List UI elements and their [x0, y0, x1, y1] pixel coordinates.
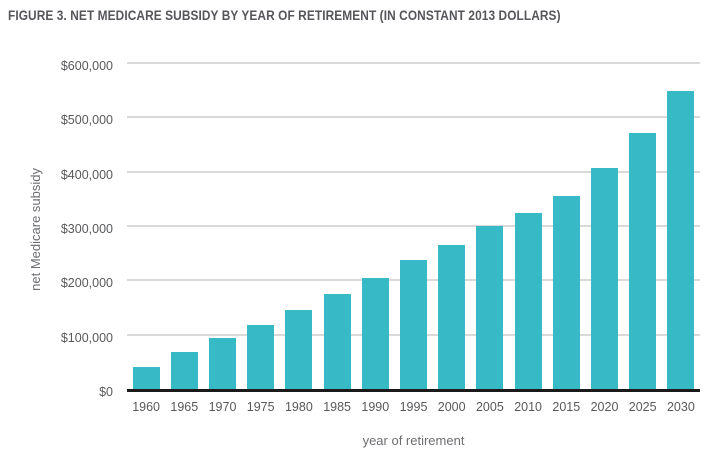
y-tick-label: $200,000	[60, 276, 113, 291]
bar-1960	[132, 367, 160, 389]
bar-2020	[591, 168, 618, 389]
bar-2000	[438, 245, 466, 389]
x-tick-label: 1995	[399, 400, 428, 414]
bar-2010	[514, 212, 542, 389]
x-tick-label: 2030	[666, 400, 695, 414]
x-tick-label: 1960	[132, 400, 160, 414]
x-axis-ticks: 1960 1965 1970 1975 1980 1985 1990 1995 2000 2005…	[127, 400, 700, 418]
x-axis-title: year of retirement	[362, 433, 465, 448]
y-tick-label: $0	[99, 385, 113, 399]
bar-2030	[667, 90, 695, 389]
gridline	[127, 62, 700, 64]
y-tick-label: $400,000	[60, 167, 113, 182]
x-tick-label: 1975	[246, 400, 275, 414]
bar-2005	[476, 226, 504, 389]
gridline	[127, 170, 700, 173]
x-tick-label: 1980	[284, 400, 313, 414]
gridline	[127, 225, 700, 227]
bar-1990	[361, 277, 389, 389]
bar-1970	[209, 338, 236, 389]
y-tick-label: $300,000	[60, 222, 113, 236]
bar-1980	[285, 309, 313, 389]
x-tick-label: 2005	[475, 400, 504, 414]
bar-2025	[629, 132, 657, 389]
plot-area	[127, 62, 700, 392]
bar-1985	[323, 293, 351, 389]
x-tick-label: 2010	[514, 400, 542, 414]
bar-1995	[400, 259, 427, 389]
x-tick-label: 2025	[628, 400, 657, 414]
figure-title: FIGURE 3. NET MEDICARE SUBSIDY BY YEAR O…	[8, 8, 561, 23]
y-tick-label: $500,000	[60, 113, 113, 128]
x-tick-label: 1985	[323, 400, 351, 414]
x-tick-label: 1970	[208, 400, 237, 414]
x-tick-label: 2000	[437, 400, 466, 414]
x-tick-label: 2020	[590, 400, 619, 414]
y-tick-label: $600,000	[60, 59, 113, 73]
x-tick-label: 1990	[361, 400, 390, 414]
x-tick-label: 2015	[552, 400, 581, 414]
bar-2015	[552, 195, 580, 389]
gridline	[127, 116, 700, 119]
bar-1975	[247, 324, 275, 389]
y-tick-label: $100,000	[60, 330, 113, 345]
x-tick-label: 1965	[170, 400, 199, 414]
y-axis-ticks: $0 $100,000 $200,000 $300,000 $400,000 $500,0…	[0, 59, 113, 399]
bar-1965	[170, 352, 198, 389]
